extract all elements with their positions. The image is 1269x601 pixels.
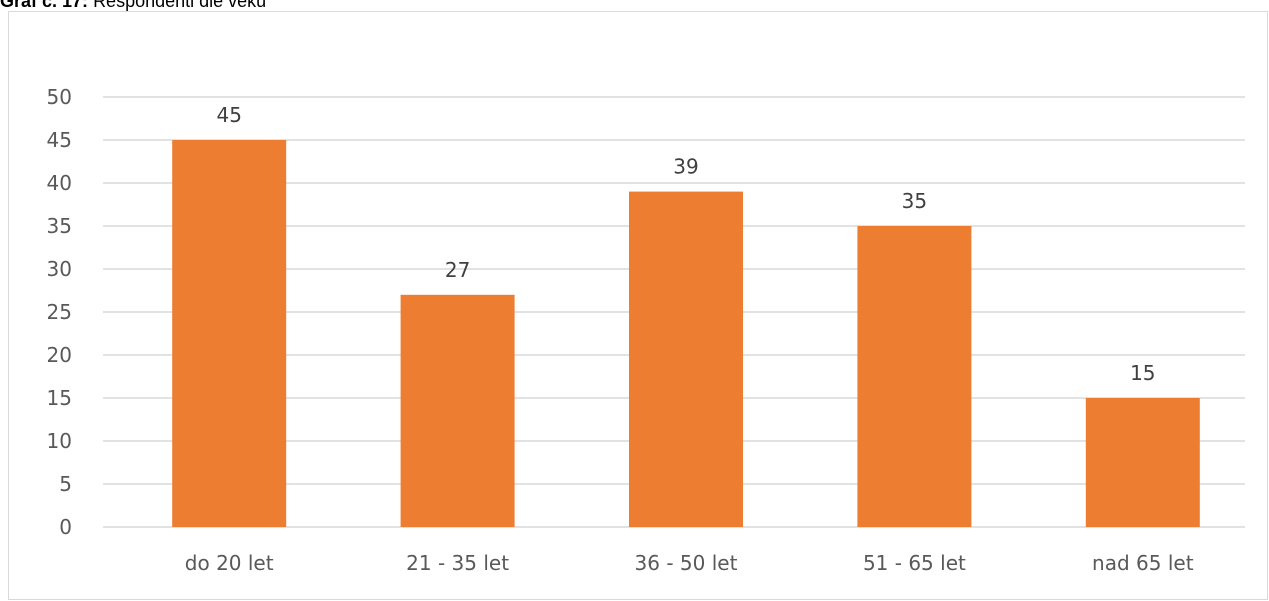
y-axis-ticks: 0 5 10 15 20 25 30 35 40 45 50 [47, 85, 72, 539]
y-tick-label: 50 [47, 85, 72, 109]
y-tick-label: 20 [47, 343, 72, 367]
bar [857, 226, 972, 527]
bar [629, 191, 743, 527]
data-label: 27 [445, 258, 470, 282]
y-tick-label: 30 [47, 257, 72, 281]
chart-caption: Graf č. 17: Respondenti dle věku [0, 0, 266, 12]
bars [172, 140, 1200, 527]
y-tick-label: 35 [47, 214, 72, 238]
data-labels: 45 27 39 35 15 [216, 103, 1155, 385]
caption-text: Respondenti dle věku [93, 0, 267, 11]
x-tick-label: nad 65 let [1092, 551, 1194, 575]
x-tick-label: 36 - 50 let [635, 551, 738, 575]
bar [172, 140, 287, 527]
y-tick-label: 25 [47, 300, 72, 324]
y-tick-label: 5 [59, 472, 72, 496]
x-tick-label: 51 - 65 let [863, 551, 966, 575]
x-tick-label: 21 - 35 let [406, 551, 509, 575]
bar [400, 294, 515, 527]
caption-prefix: Graf č. 17: [0, 0, 89, 11]
data-label: 35 [902, 189, 927, 213]
y-tick-label: 45 [47, 128, 72, 152]
y-tick-label: 40 [47, 171, 72, 195]
x-axis-ticks: do 20 let 21 - 35 let 36 - 50 let 51 - 65 l… [185, 551, 1194, 575]
y-tick-label: 0 [59, 515, 72, 539]
y-tick-label: 15 [47, 386, 72, 410]
x-tick-label: do 20 let [185, 551, 274, 575]
data-label: 45 [216, 103, 241, 127]
data-label: 15 [1130, 361, 1155, 385]
bar [1085, 398, 1200, 527]
data-label: 39 [673, 155, 698, 179]
y-tick-label: 10 [47, 429, 72, 453]
